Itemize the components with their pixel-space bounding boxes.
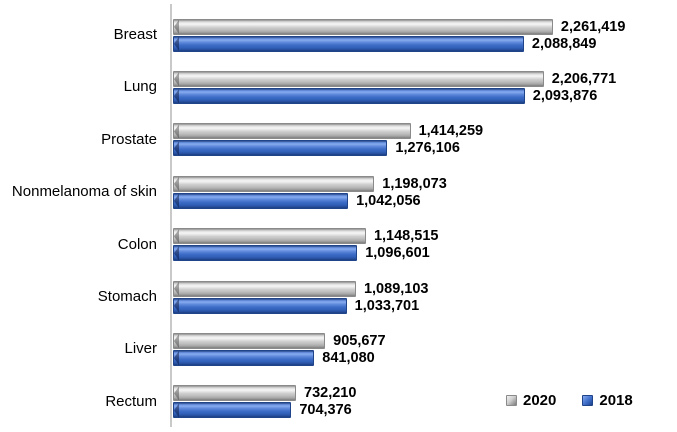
bar-group: 732,210 704,376: [170, 384, 677, 419]
category-label: Nonmelanoma of skin: [11, 183, 157, 201]
bar-2020: [173, 333, 326, 350]
legend-swatch-2018-icon: [582, 395, 594, 406]
bar-2018: [173, 350, 315, 367]
bar-2020: [173, 18, 553, 35]
chart-row-rectum: Rectum 732,210 704,376: [0, 376, 677, 428]
value-label-2020: 1,089,103: [363, 280, 429, 297]
bar-group: 1,198,073 1,042,056: [170, 175, 677, 210]
legend-item-2018: 2018: [582, 392, 633, 409]
chart-row-colon: Colon 1,148,515 1,096,601: [0, 219, 677, 271]
legend: 2020 2018: [506, 392, 633, 409]
bar-group: 1,089,103 1,033,701: [170, 280, 677, 315]
value-label-2020: 732,210: [304, 385, 357, 402]
bar-2018: [173, 245, 358, 262]
value-label-2018: 1,096,601: [365, 245, 430, 262]
legend-item-2020: 2020: [506, 392, 556, 409]
value-label-2018: 704,376: [299, 402, 352, 419]
chart-row-lung: Lung 2,206,771 2,093,876: [0, 61, 677, 113]
value-label-2018: 1,042,056: [356, 192, 421, 209]
value-label-2018: 841,080: [322, 350, 375, 367]
chart-row-prostate: Prostate 1,414,259 1,276,106: [0, 114, 677, 166]
bar-group: 1,148,515 1,096,601: [170, 227, 677, 262]
bar-group: 2,261,419 2,088,849: [170, 18, 677, 53]
value-label-2018: 1,033,701: [354, 297, 420, 314]
bar-2020: [173, 228, 366, 245]
chart-row-stomach: Stomach 1,089,103 1,033,701: [0, 271, 677, 323]
category-label: Stomach: [97, 287, 157, 305]
bar-2018: [173, 402, 292, 419]
value-label-2020: 1,198,073: [382, 175, 447, 192]
bar-2018: [173, 192, 349, 209]
bar-group: 2,206,771 2,093,876: [170, 70, 677, 105]
value-label-2020: 1,414,259: [418, 123, 484, 140]
value-label-2020: 2,206,771: [551, 71, 617, 88]
legend-swatch-2020-icon: [506, 395, 517, 406]
value-label-2018: 2,093,876: [532, 88, 598, 105]
bar-2020: [173, 385, 296, 402]
bar-2020: [173, 175, 375, 192]
category-label: Colon: [117, 235, 157, 253]
bar-group: 905,677 841,080: [170, 332, 677, 367]
category-label: Liver: [124, 340, 157, 358]
chart-row-breast: Breast 2,261,419 2,088,849: [0, 9, 677, 61]
legend-label-2018: 2018: [599, 392, 633, 409]
chart-row-liver: Liver 905,677 841,080: [0, 323, 677, 375]
value-label-2018: 2,088,849: [531, 35, 597, 52]
bar-2020: [173, 280, 356, 297]
bar-2018: [173, 35, 524, 52]
bar-group: 1,414,259 1,276,106: [170, 122, 677, 157]
bar-2018: [173, 297, 347, 314]
category-axis-line: [170, 4, 172, 427]
value-label-2020: 1,148,515: [373, 228, 439, 245]
value-label-2018: 1,276,106: [395, 140, 460, 157]
bar-2020: [173, 71, 544, 88]
bar-2020: [173, 123, 411, 140]
value-label-2020: 2,261,419: [560, 18, 626, 35]
category-label: Lung: [123, 78, 157, 96]
category-label: Rectum: [105, 392, 157, 410]
legend-label-2020: 2020: [523, 392, 557, 409]
category-label: Prostate: [101, 130, 157, 148]
category-label: Breast: [113, 25, 157, 43]
bar-2018: [173, 88, 525, 105]
chart-row-nonmelanoma-of-skin: Nonmelanoma of skin 1,198,073 1,042,056: [0, 166, 677, 218]
value-label-2020: 905,677: [333, 333, 386, 350]
bar-2018: [173, 140, 388, 157]
